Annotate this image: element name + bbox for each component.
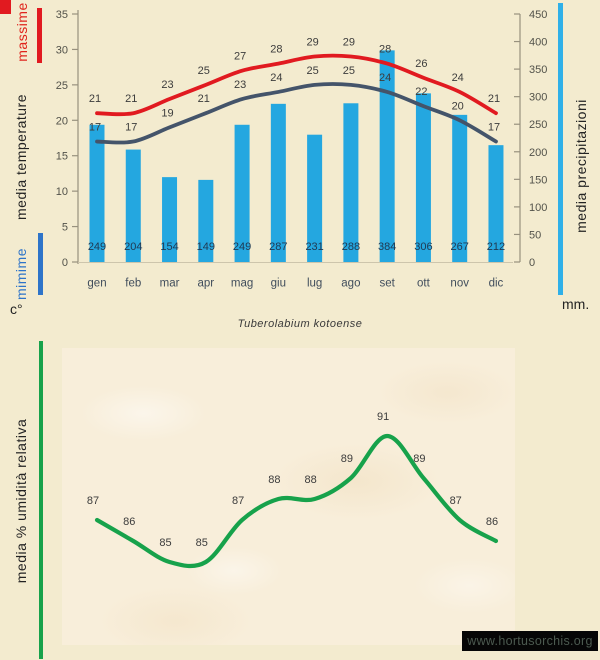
media-temperature-line: [97, 84, 496, 143]
precip-value-label: 287: [269, 241, 287, 253]
media-value-label: 20: [452, 100, 464, 112]
humidity-value-label: 87: [87, 495, 99, 507]
month-label: mar: [160, 278, 180, 290]
precip-value-label: 249: [233, 241, 251, 253]
humidity-value-label: 85: [159, 537, 171, 549]
massime-value-label: 21: [89, 93, 101, 105]
month-label: set: [379, 278, 395, 290]
precip-bar: [416, 93, 431, 262]
precipitation-tick-label: 0: [529, 257, 535, 269]
temperature-tick-label: 10: [56, 186, 68, 198]
precipitation-tick-label: 450: [529, 9, 547, 21]
humidity-value-label: 87: [450, 495, 462, 507]
precipitation-tick-label: 250: [529, 119, 547, 131]
humidity-line: [97, 436, 496, 566]
temperature-tick-label: 5: [62, 222, 68, 234]
temperature-tick-label: 30: [56, 44, 68, 56]
media-value-label: 22: [415, 86, 427, 98]
precipitation-tick-label: 300: [529, 92, 547, 104]
media-value-label: 17: [488, 122, 500, 134]
media-value-label: 25: [343, 65, 355, 77]
media-value-label: 23: [234, 79, 246, 91]
page: massime media temperature mimime c° 0510…: [0, 0, 600, 660]
humidity-value-label: 88: [268, 474, 280, 486]
precip-value-label: 384: [378, 241, 396, 253]
massime-value-label: 29: [306, 37, 318, 49]
precip-value-label: 288: [342, 241, 360, 253]
precip-bar: [452, 115, 467, 262]
month-label: feb: [125, 278, 141, 290]
mm-unit-label: mm.: [562, 296, 589, 312]
massime-line: [97, 56, 496, 115]
media-value-label: 24: [270, 72, 282, 84]
massime-value-label: 29: [343, 37, 355, 49]
humidity-value-label: 88: [304, 474, 316, 486]
precip-bar: [271, 104, 286, 262]
precipitation-tick-label: 350: [529, 64, 547, 76]
humidity-value-label: 91: [377, 411, 389, 423]
humidity-value-label: 89: [413, 453, 425, 465]
massime-value-label: 28: [379, 44, 391, 56]
temperature-tick-label: 20: [56, 115, 68, 127]
humidity-value-label: 85: [196, 537, 208, 549]
precip-value-label: 231: [305, 241, 323, 253]
humidity-value-label: 86: [123, 516, 135, 528]
massime-value-label: 21: [125, 93, 137, 105]
precip-value-label: 154: [160, 241, 178, 253]
watermark: www.hortusorchis.org: [462, 631, 598, 651]
temperature-tick-label: 15: [56, 151, 68, 163]
precipitation-axis-label: media precipitazioni: [573, 99, 589, 233]
month-label: giu: [271, 278, 286, 290]
humidity-chart-svg: 87 86 85 85 87 88 88 89 91 89 87 86: [0, 330, 600, 660]
temperature-tick-label: 25: [56, 80, 68, 92]
chart-title: Tuberolabium kotoense: [0, 318, 600, 330]
month-label: apr: [197, 278, 214, 290]
precipitation-tick-label: 200: [529, 147, 547, 159]
temperature-tick-label: 0: [62, 257, 68, 269]
month-label: mag: [231, 278, 253, 290]
month-label: ott: [417, 278, 431, 290]
month-label: lug: [307, 278, 322, 290]
precip-value-label: 249: [88, 241, 106, 253]
month-label: dic: [489, 278, 504, 290]
month-label: gen: [87, 278, 106, 290]
massime-value-label: 23: [161, 79, 173, 91]
media-value-label: 24: [379, 72, 391, 84]
precip-bar: [343, 103, 358, 262]
massime-value-label: 21: [488, 93, 500, 105]
temperature-tick-label: 35: [56, 9, 68, 21]
humidity-value-label: 86: [486, 516, 498, 528]
media-value-label: 25: [306, 65, 318, 77]
precipitation-tick-label: 100: [529, 202, 547, 214]
media-value-label: 17: [89, 122, 101, 134]
climate-chart-svg: 0510152025303505010015020025030035040045…: [0, 0, 600, 330]
massime-value-label: 28: [270, 44, 282, 56]
humidity-value-label: 87: [232, 495, 244, 507]
media-value-label: 17: [125, 122, 137, 134]
media-value-label: 21: [198, 93, 210, 105]
precipitation-legend-bar: [558, 3, 563, 295]
precip-value-label: 149: [197, 241, 215, 253]
precip-value-label: 212: [487, 241, 505, 253]
humidity-value-label: 89: [341, 453, 353, 465]
massime-value-label: 26: [415, 58, 427, 70]
precipitation-tick-label: 400: [529, 37, 547, 49]
watermark-url: www.hortusorchis.org: [467, 634, 593, 648]
month-label: ago: [341, 278, 360, 290]
precip-value-label: 204: [124, 241, 142, 253]
media-value-label: 19: [161, 107, 173, 119]
precip-value-label: 306: [414, 241, 432, 253]
massime-value-label: 24: [452, 72, 464, 84]
massime-value-label: 27: [234, 51, 246, 63]
precipitation-tick-label: 150: [529, 174, 547, 186]
precip-value-label: 267: [451, 241, 469, 253]
month-label: nov: [450, 278, 469, 290]
massime-value-label: 25: [198, 65, 210, 77]
precipitation-tick-label: 50: [529, 229, 541, 241]
